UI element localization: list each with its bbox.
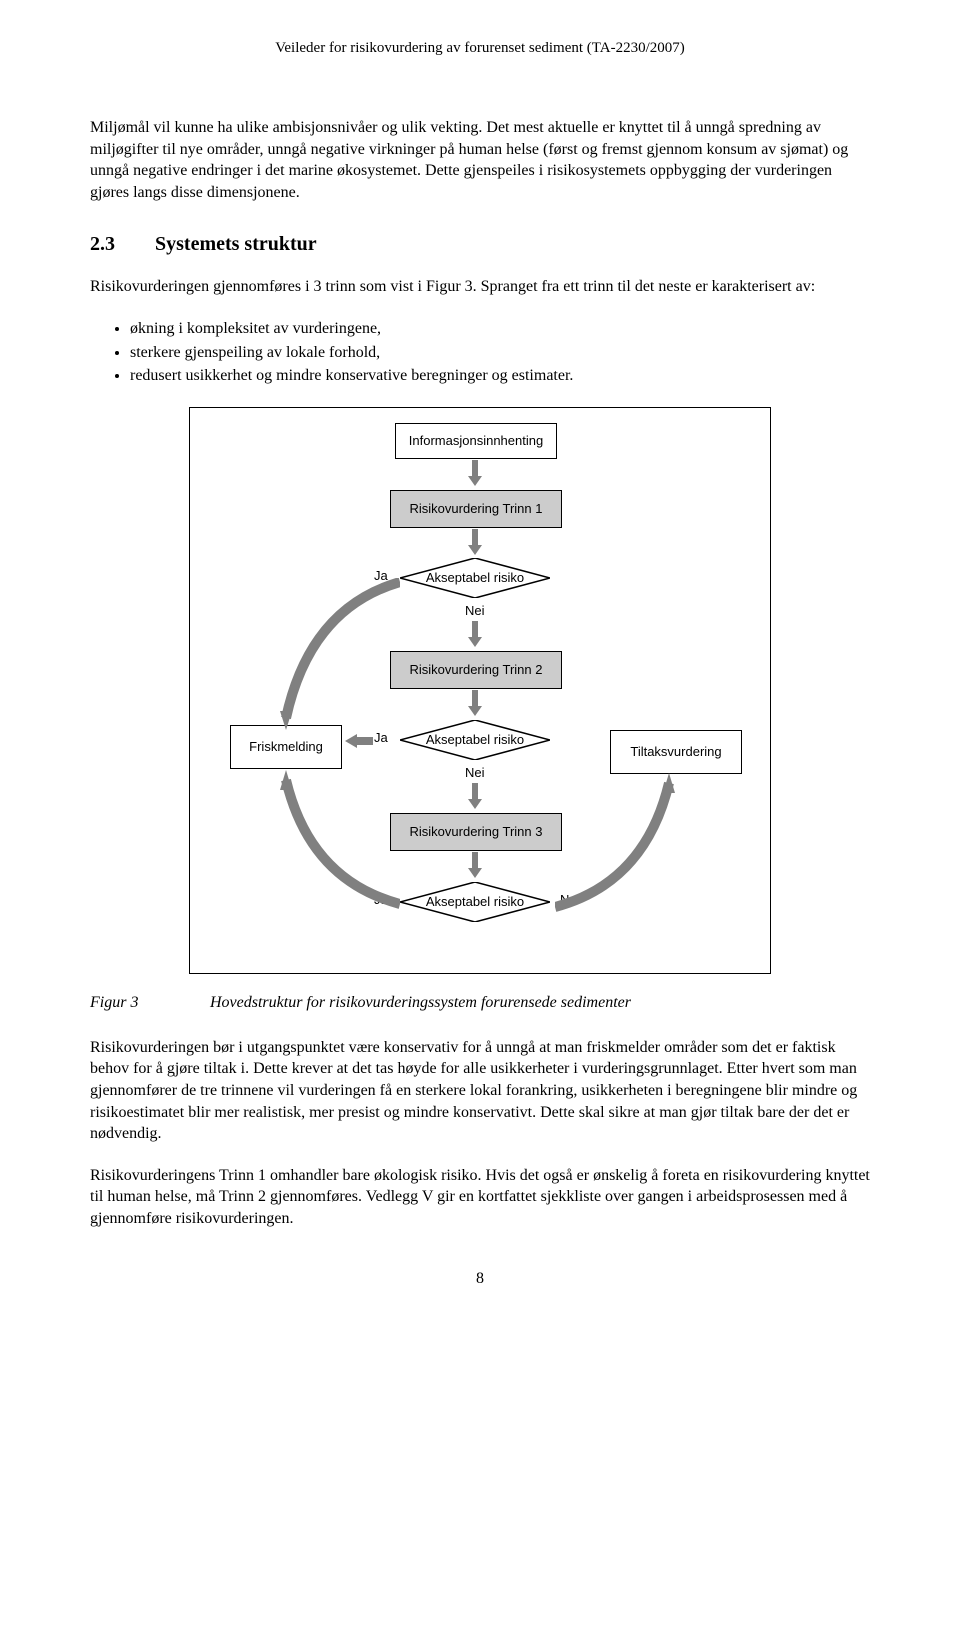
node-label: Risikovurdering Trinn 2 bbox=[410, 662, 543, 677]
node-label: Risikovurdering Trinn 1 bbox=[410, 501, 543, 516]
curved-arrow-icon bbox=[270, 770, 400, 910]
decision-1: Akseptabel risiko bbox=[400, 558, 550, 598]
label-nei: Nei bbox=[465, 603, 485, 618]
section-title: Systemets struktur bbox=[155, 233, 317, 256]
bullet-item: sterkere gjenspeiling av lokale forhold, bbox=[130, 342, 870, 364]
paragraph-3: Risikovurderingen bør i utgangspunktet v… bbox=[90, 1037, 870, 1145]
section-number: 2.3 bbox=[90, 233, 115, 256]
node-friskmelding: Friskmelding bbox=[230, 725, 342, 769]
arrow-left-icon bbox=[345, 734, 373, 748]
arrow-down-icon bbox=[468, 852, 482, 878]
node-tiltaksvurdering: Tiltaksvurdering bbox=[610, 730, 742, 774]
paragraph-1: Miljømål vil kunne ha ulike ambisjonsniv… bbox=[90, 117, 870, 203]
decision-label: Akseptabel risiko bbox=[400, 882, 550, 922]
diagram-container: Informasjonsinnhenting Risikovurdering T… bbox=[90, 407, 870, 974]
decision-2: Akseptabel risiko bbox=[400, 720, 550, 760]
bullet-item: redusert usikkerhet og mindre konservati… bbox=[130, 365, 870, 387]
node-label: Risikovurdering Trinn 3 bbox=[410, 824, 543, 839]
bullet-list: økning i kompleksitet av vurderingene, s… bbox=[90, 318, 870, 387]
node-label: Friskmelding bbox=[249, 739, 323, 754]
arrow-down-icon bbox=[468, 529, 482, 555]
page: Veileder for risikovurdering av forurens… bbox=[0, 0, 960, 1328]
arrow-down-icon bbox=[468, 690, 482, 716]
figure-text: Hovedstruktur for risikovurderingssystem… bbox=[210, 994, 631, 1012]
node-information: Informasjonsinnhenting bbox=[395, 423, 557, 459]
node-label: Informasjonsinnhenting bbox=[409, 433, 543, 448]
bullet-item: økning i kompleksitet av vurderingene, bbox=[130, 318, 870, 340]
node-trinn-3: Risikovurdering Trinn 3 bbox=[390, 813, 562, 851]
decision-3: Akseptabel risiko bbox=[400, 882, 550, 922]
flowchart-diagram: Informasjonsinnhenting Risikovurdering T… bbox=[189, 407, 771, 974]
section-heading: 2.3 Systemets struktur bbox=[90, 233, 870, 256]
document-header: Veileder for risikovurdering av forurens… bbox=[90, 40, 870, 57]
curved-arrow-icon bbox=[555, 773, 685, 913]
decision-label: Akseptabel risiko bbox=[400, 720, 550, 760]
paragraph-2: Risikovurderingen gjennomføres i 3 trinn… bbox=[90, 276, 870, 298]
decision-label: Akseptabel risiko bbox=[400, 558, 550, 598]
paragraph-4: Risikovurderingens Trinn 1 omhandler bar… bbox=[90, 1165, 870, 1230]
figure-label: Figur 3 bbox=[90, 994, 150, 1012]
arrow-down-icon bbox=[468, 460, 482, 486]
page-number: 8 bbox=[90, 1270, 870, 1288]
arrow-down-icon bbox=[468, 783, 482, 809]
node-trinn-1: Risikovurdering Trinn 1 bbox=[390, 490, 562, 528]
label-ja: Ja bbox=[374, 730, 388, 745]
arrow-down-icon bbox=[468, 621, 482, 647]
curved-arrow-icon bbox=[270, 578, 400, 730]
node-label: Tiltaksvurdering bbox=[630, 744, 721, 759]
figure-caption: Figur 3 Hovedstruktur for risikovurderin… bbox=[90, 994, 870, 1012]
node-trinn-2: Risikovurdering Trinn 2 bbox=[390, 651, 562, 689]
label-nei: Nei bbox=[465, 765, 485, 780]
